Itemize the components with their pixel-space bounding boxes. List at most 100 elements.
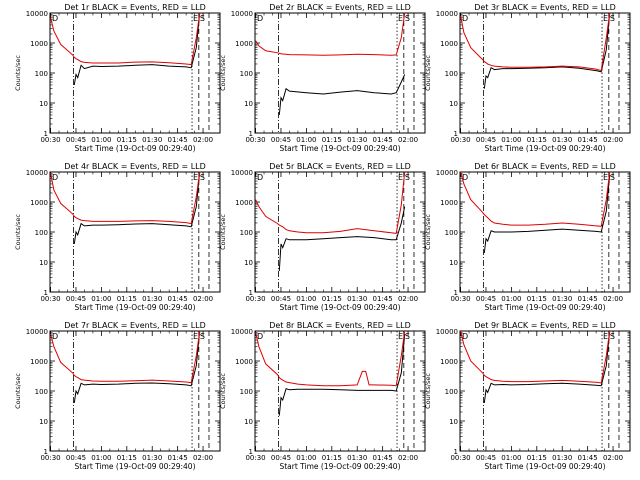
- x-tick-label: 00:30: [40, 454, 60, 462]
- x-axis-label: Start Time (19-Oct-09 00:29:40): [74, 303, 195, 312]
- x-tick-label: 01:45: [168, 295, 188, 303]
- plot-frame: [49, 12, 221, 134]
- series-line-events: [483, 174, 611, 254]
- y-tick-label: 1000: [30, 40, 48, 48]
- x-tick-label: 01:00: [296, 454, 316, 462]
- y-tick-label: 1000: [235, 40, 253, 48]
- y-tick-label: 100: [445, 70, 458, 78]
- corner-label-e: E: [603, 14, 608, 23]
- x-tick-label: 01:45: [373, 454, 393, 462]
- series-line-events: [483, 331, 611, 403]
- panel-title: Det 4r BLACK = Events, RED = LLD: [64, 162, 206, 171]
- x-axis-label: Start Time (19-Oct-09 00:29:40): [279, 144, 400, 153]
- y-tick-label: 10: [39, 259, 48, 267]
- x-tick-label: 00:45: [476, 454, 496, 462]
- x-tick-label: 00:30: [245, 295, 265, 303]
- x-tick-label: 00:45: [271, 136, 291, 144]
- series-line-events: [73, 331, 201, 403]
- x-tick-label: 00:45: [271, 295, 291, 303]
- y-tick-label: 10: [449, 418, 458, 426]
- y-axis-label: Counts/sec: [14, 214, 22, 250]
- corner-label-s: S: [200, 173, 205, 182]
- series-line-lld: [50, 172, 201, 225]
- x-tick-label: 01:30: [347, 454, 367, 462]
- series-line-lld: [255, 331, 406, 387]
- y-tick-label: 1000: [440, 40, 458, 48]
- series-line-lld: [50, 331, 201, 384]
- y-tick-label: 1000: [440, 358, 458, 366]
- x-tick-label: 00:45: [476, 295, 496, 303]
- x-tick-label: 01:00: [501, 454, 521, 462]
- panel-det-6: Det 6r BLACK = Events, RED = LLD 1 10 100 10…: [424, 162, 631, 312]
- series-line-events: [483, 13, 611, 89]
- series-line-events: [278, 333, 406, 416]
- y-axis-label: Counts/sec: [424, 214, 432, 250]
- y-tick-label: 10000: [436, 328, 458, 336]
- panel-det-4: Det 4r BLACK = Events, RED = LLD 1 10 100 10…: [14, 162, 221, 312]
- x-tick-label: 01:15: [527, 454, 547, 462]
- x-tick-label: 02:00: [193, 136, 213, 144]
- panel-det-1: Det 1r BLACK = Events, RED = LLD 1 10 100 10…: [14, 3, 221, 153]
- y-tick-label: 1: [44, 289, 48, 297]
- x-axis-label: Start Time (19-Oct-09 00:29:40): [279, 462, 400, 471]
- corner-label-e: E: [193, 332, 198, 341]
- series-line-lld: [460, 172, 611, 227]
- x-tick-label: 01:45: [168, 454, 188, 462]
- corner-label-s: S: [405, 173, 410, 182]
- series-line-events: [278, 74, 406, 115]
- x-tick-label: 02:00: [193, 454, 213, 462]
- x-tick-label: 01:15: [117, 136, 137, 144]
- y-tick-label: 100: [240, 229, 253, 237]
- x-tick-label: 02:00: [193, 295, 213, 303]
- panel-det-3: Det 3r BLACK = Events, RED = LLD 1 10 100 10…: [424, 3, 631, 153]
- plot-frame: [254, 12, 426, 134]
- y-tick-label: 10000: [231, 328, 253, 336]
- x-tick-label: 01:15: [322, 454, 342, 462]
- y-tick-label: 100: [445, 388, 458, 396]
- x-axis-label: Start Time (19-Oct-09 00:29:40): [484, 462, 605, 471]
- x-tick-label: 01:15: [322, 295, 342, 303]
- corner-label-d: D: [257, 332, 263, 341]
- y-tick-label: 1: [249, 130, 253, 138]
- x-tick-label: 01:45: [578, 136, 598, 144]
- corner-label-s: S: [405, 332, 410, 341]
- corner-label-e: E: [398, 14, 403, 23]
- x-tick-label: 00:45: [476, 136, 496, 144]
- plot-frame: [459, 12, 631, 134]
- corner-label-e: E: [603, 173, 608, 182]
- x-tick-label: 00:45: [66, 454, 86, 462]
- x-tick-label: 00:45: [271, 454, 291, 462]
- corner-label-d: D: [462, 14, 468, 23]
- panel-title: Det 2r BLACK = Events, RED = LLD: [269, 3, 411, 12]
- corner-label-d: D: [257, 173, 263, 182]
- panel-title: Det 5r BLACK = Events, RED = LLD: [269, 162, 411, 171]
- panel-det-8: Det 8r BLACK = Events, RED = LLD 1 10 100 10…: [219, 321, 426, 471]
- y-tick-label: 1000: [235, 358, 253, 366]
- corner-label-d: D: [462, 332, 468, 341]
- y-axis-label: Counts/sec: [219, 373, 227, 409]
- y-tick-label: 1000: [30, 199, 48, 207]
- corner-label-s: S: [200, 14, 205, 23]
- series-line-events: [73, 172, 201, 244]
- y-tick-label: 100: [240, 70, 253, 78]
- x-tick-label: 01:30: [347, 136, 367, 144]
- panel-title: Det 6r BLACK = Events, RED = LLD: [474, 162, 616, 171]
- y-tick-label: 1000: [235, 199, 253, 207]
- y-axis-label: Counts/sec: [14, 55, 22, 91]
- panel-det-9: Det 9r BLACK = Events, RED = LLD 1 10 100 10…: [424, 321, 631, 471]
- x-tick-label: 01:15: [117, 454, 137, 462]
- corner-label-d: D: [52, 332, 58, 341]
- plot-frame: [254, 330, 426, 452]
- plot-frame: [254, 171, 426, 293]
- y-tick-label: 10000: [436, 10, 458, 18]
- y-tick-label: 10000: [231, 169, 253, 177]
- corner-label-e: E: [603, 332, 608, 341]
- x-tick-label: 01:30: [552, 454, 572, 462]
- x-tick-label: 01:45: [578, 454, 598, 462]
- y-tick-label: 100: [445, 229, 458, 237]
- x-tick-label: 00:45: [66, 295, 86, 303]
- x-tick-label: 01:30: [142, 454, 162, 462]
- y-tick-label: 1: [44, 130, 48, 138]
- y-tick-label: 10: [244, 100, 253, 108]
- panel-det-5: Det 5r BLACK = Events, RED = LLD 1 10 100 10…: [219, 162, 426, 312]
